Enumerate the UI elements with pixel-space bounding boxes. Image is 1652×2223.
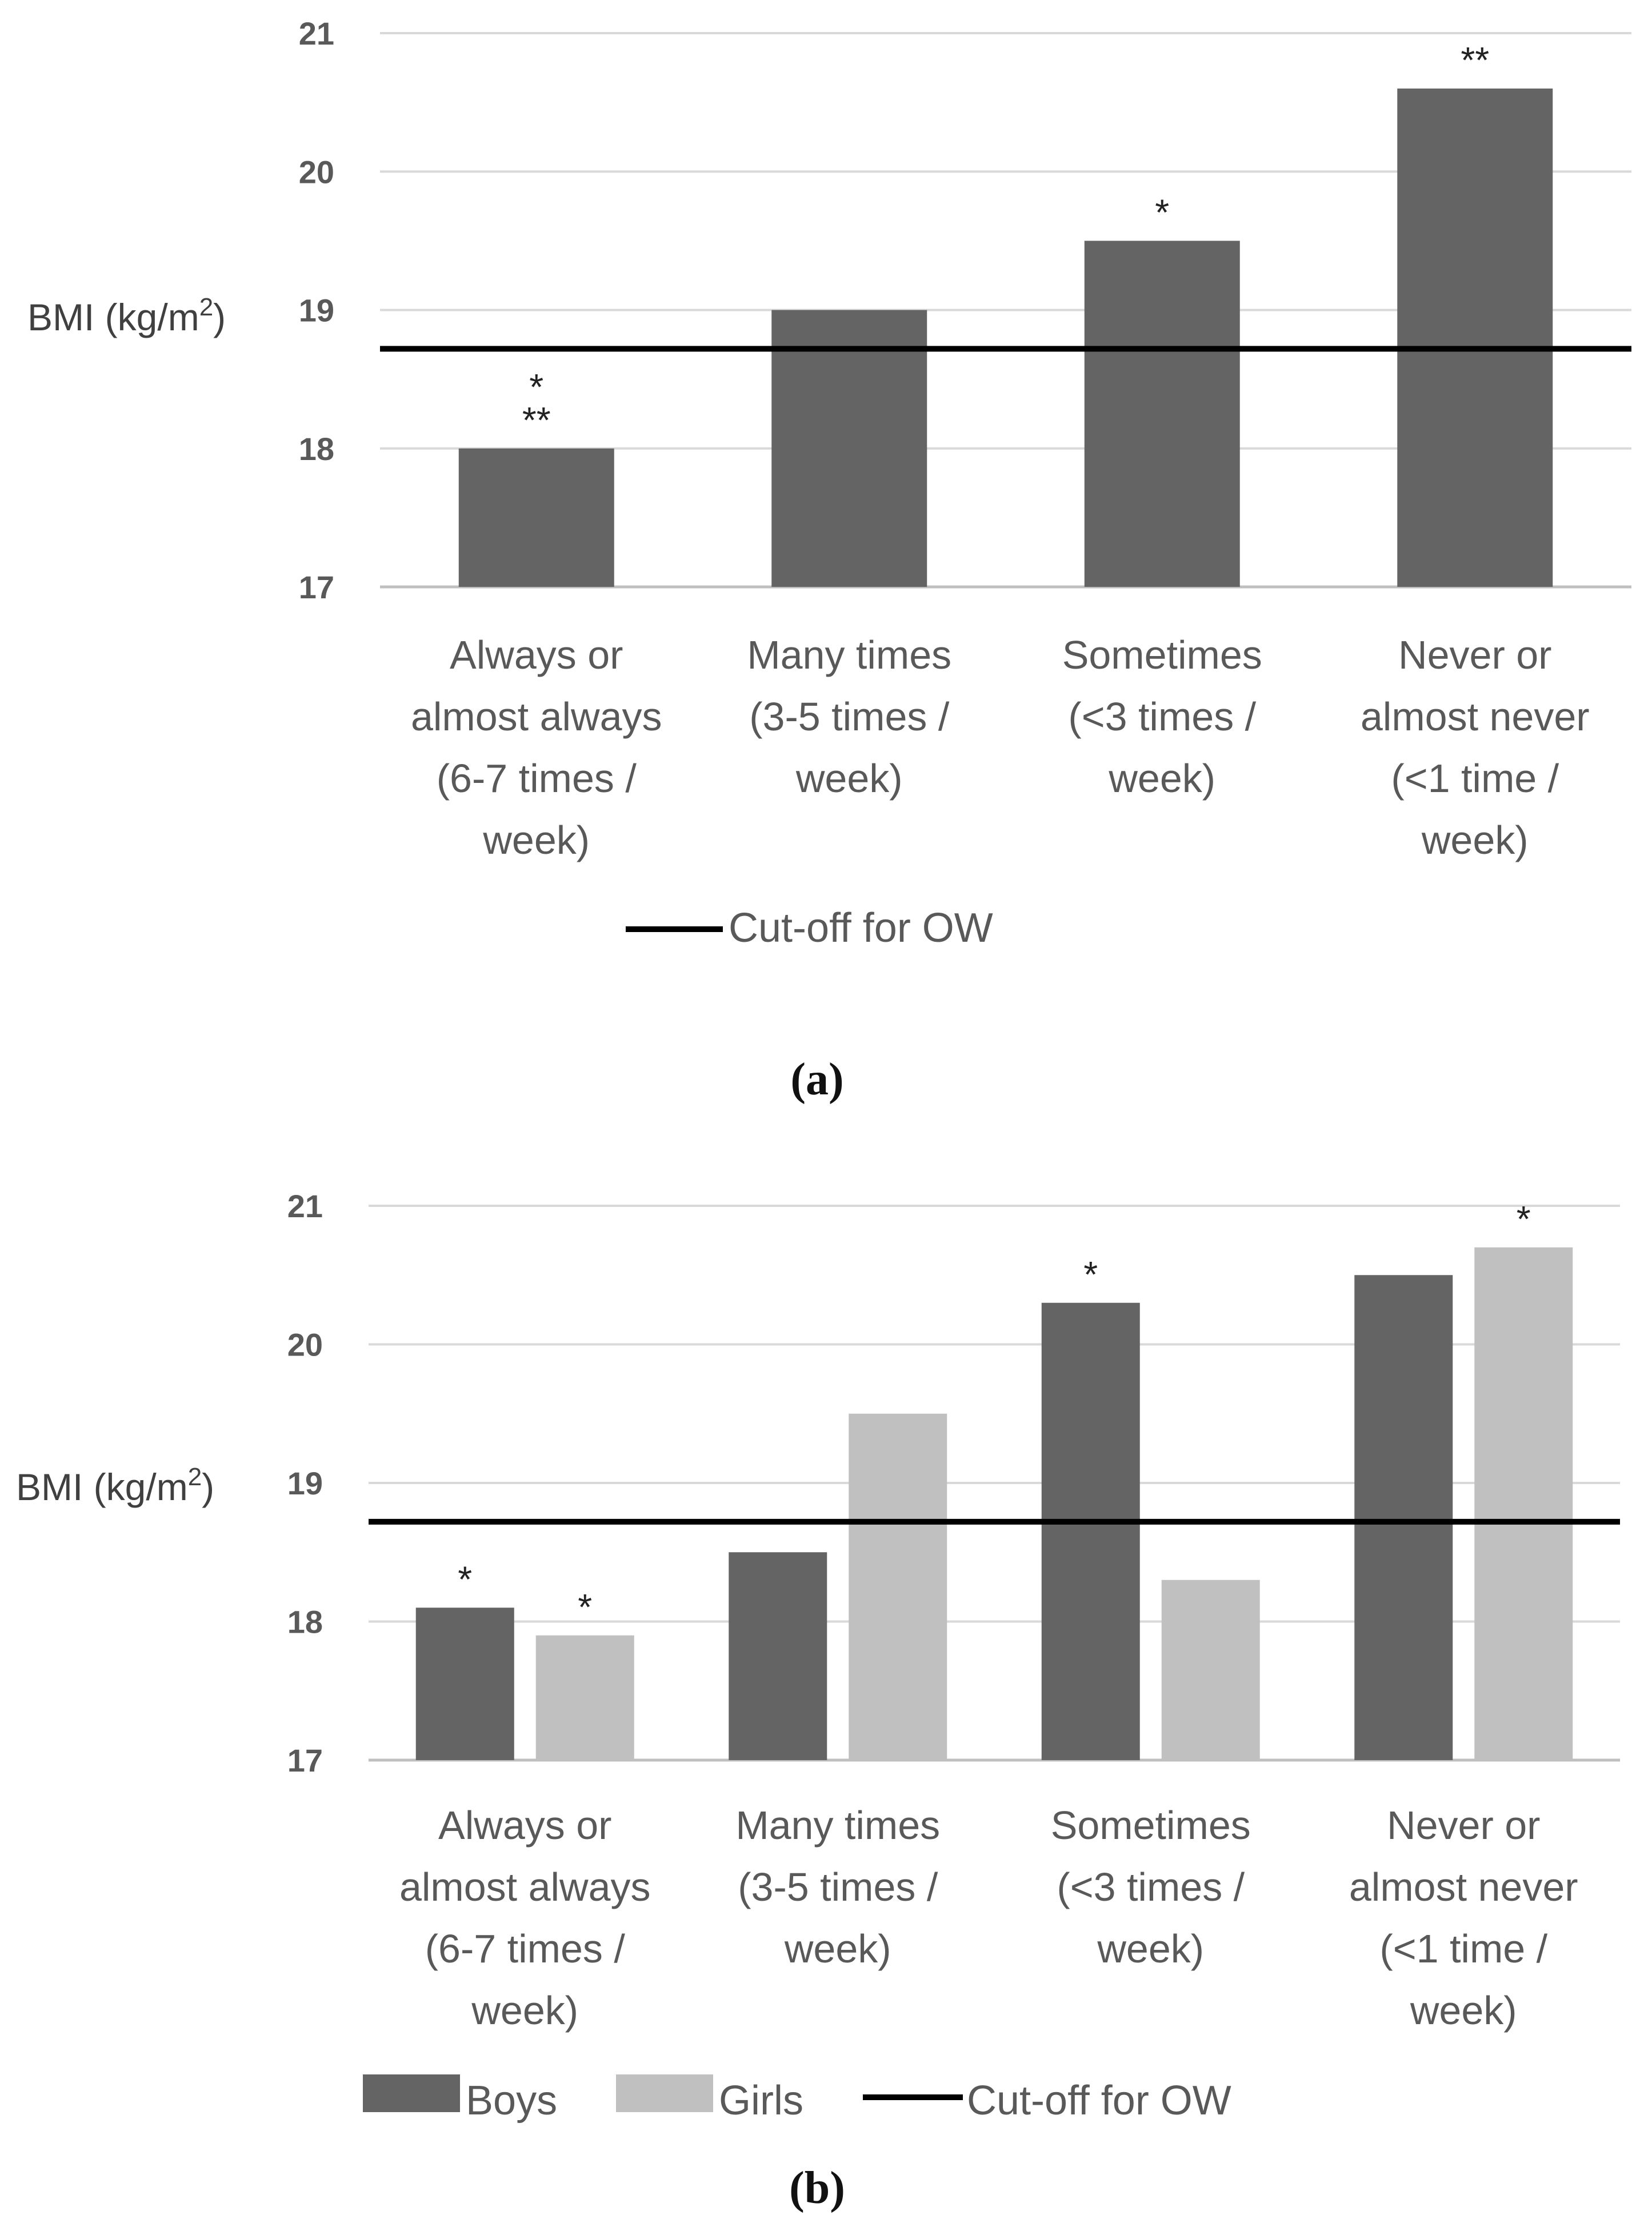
x-category-label: almost never — [1361, 694, 1590, 739]
significance-marker: * — [1083, 1254, 1098, 1295]
x-category-label: Sometimes — [1062, 633, 1262, 677]
x-category-label: (<3 times / — [1068, 694, 1256, 739]
significance-marker: ** — [1461, 39, 1489, 81]
bar-cat2 — [771, 310, 927, 587]
x-category-label: (6-7 times / — [437, 756, 637, 801]
panel-label: (b) — [789, 2163, 845, 2213]
y-tick-label: 20 — [299, 154, 334, 190]
significance-marker: * — [458, 1558, 472, 1600]
x-category-label: Always or — [438, 1803, 611, 1848]
bar-boys-cat1 — [415, 1608, 514, 1760]
y-axis-label: BMI (kg/m2) — [16, 1463, 214, 1508]
x-category-label: (3-5 times / — [749, 694, 950, 739]
y-axis-label-sup: 2 — [199, 293, 213, 321]
x-category-label: Many times — [747, 633, 951, 677]
legend-boys-label: Boys — [466, 2078, 557, 2124]
legend-cutoff-label: Cut-off for OW — [729, 905, 993, 951]
bar-boys-cat4 — [1354, 1275, 1453, 1760]
y-tick-label: 18 — [287, 1604, 323, 1640]
x-category-label: (<3 times / — [1057, 1865, 1245, 1909]
bar-girls-cat1 — [535, 1635, 634, 1760]
bar-cat3 — [1084, 241, 1240, 587]
x-category-label: (6-7 times / — [425, 1926, 626, 1971]
y-tick-label: 19 — [287, 1465, 323, 1501]
y-axis-label: BMI (kg/m2) — [27, 293, 226, 338]
y-axis-label-text: BMI (kg/m — [16, 1466, 188, 1508]
y-axis-label-close: ) — [202, 1466, 214, 1508]
bar-girls-cat2 — [849, 1413, 947, 1760]
y-tick-label: 20 — [287, 1327, 323, 1363]
y-axis-label-close: ) — [213, 296, 226, 338]
x-category-label: Always or — [450, 633, 623, 677]
x-category-label: week) — [795, 756, 903, 801]
y-tick-label: 18 — [299, 431, 334, 467]
x-category-label: Sometimes — [1051, 1803, 1251, 1848]
x-category-label: almost never — [1349, 1865, 1578, 1909]
legend-girls-swatch — [616, 2074, 713, 2112]
y-tick-label: 21 — [299, 15, 334, 51]
bar-cat4 — [1397, 88, 1553, 587]
legend-cutoff-label: Cut-off for OW — [967, 2078, 1231, 2124]
x-category-label: week) — [784, 1926, 891, 1971]
significance-marker: * — [1155, 191, 1169, 233]
y-tick-label: 17 — [287, 1742, 323, 1778]
significance-marker: * — [529, 366, 543, 407]
x-category-label: (<1 time / — [1379, 1926, 1547, 1971]
x-category-label: Many times — [735, 1803, 940, 1848]
chart-panel-b: 17 18 19 20 21 BMI (kg/m2) * * Always or almost a… — [16, 1188, 1620, 2213]
x-category-label: (3-5 times / — [738, 1865, 938, 1909]
y-axis-label-sup: 2 — [188, 1463, 202, 1491]
significance-marker: ** — [522, 399, 551, 441]
y-tick-label: 19 — [299, 293, 334, 329]
x-category-label: week) — [1421, 818, 1529, 862]
x-category-label: Never or — [1398, 633, 1551, 677]
x-category-label: week) — [471, 1988, 578, 2033]
bar-boys-cat3 — [1041, 1302, 1140, 1760]
panel-label: (a) — [790, 1054, 843, 1105]
x-category-label: week) — [482, 818, 590, 862]
x-category-label: (<1 time / — [1391, 756, 1559, 801]
bar-boys-cat2 — [729, 1552, 827, 1760]
x-category-label: Never or — [1387, 1803, 1540, 1848]
x-category-label: almost always — [399, 1865, 651, 1909]
x-category-label: week) — [1108, 756, 1215, 801]
y-axis-label-text: BMI (kg/m — [27, 296, 199, 338]
x-category-label: week) — [1410, 1988, 1517, 2033]
legend-boys-swatch — [363, 2074, 460, 2112]
bar-cat1 — [458, 448, 614, 587]
x-category-label: week) — [1097, 1926, 1204, 1971]
bar-girls-cat4 — [1474, 1247, 1573, 1760]
significance-marker: * — [1517, 1198, 1531, 1240]
significance-marker: * — [578, 1586, 592, 1628]
y-tick-label: 17 — [299, 569, 334, 605]
legend-girls-label: Girls — [719, 2078, 803, 2124]
x-category-label: almost always — [411, 694, 662, 739]
bar-girls-cat3 — [1161, 1580, 1260, 1760]
y-tick-label: 21 — [287, 1188, 323, 1224]
